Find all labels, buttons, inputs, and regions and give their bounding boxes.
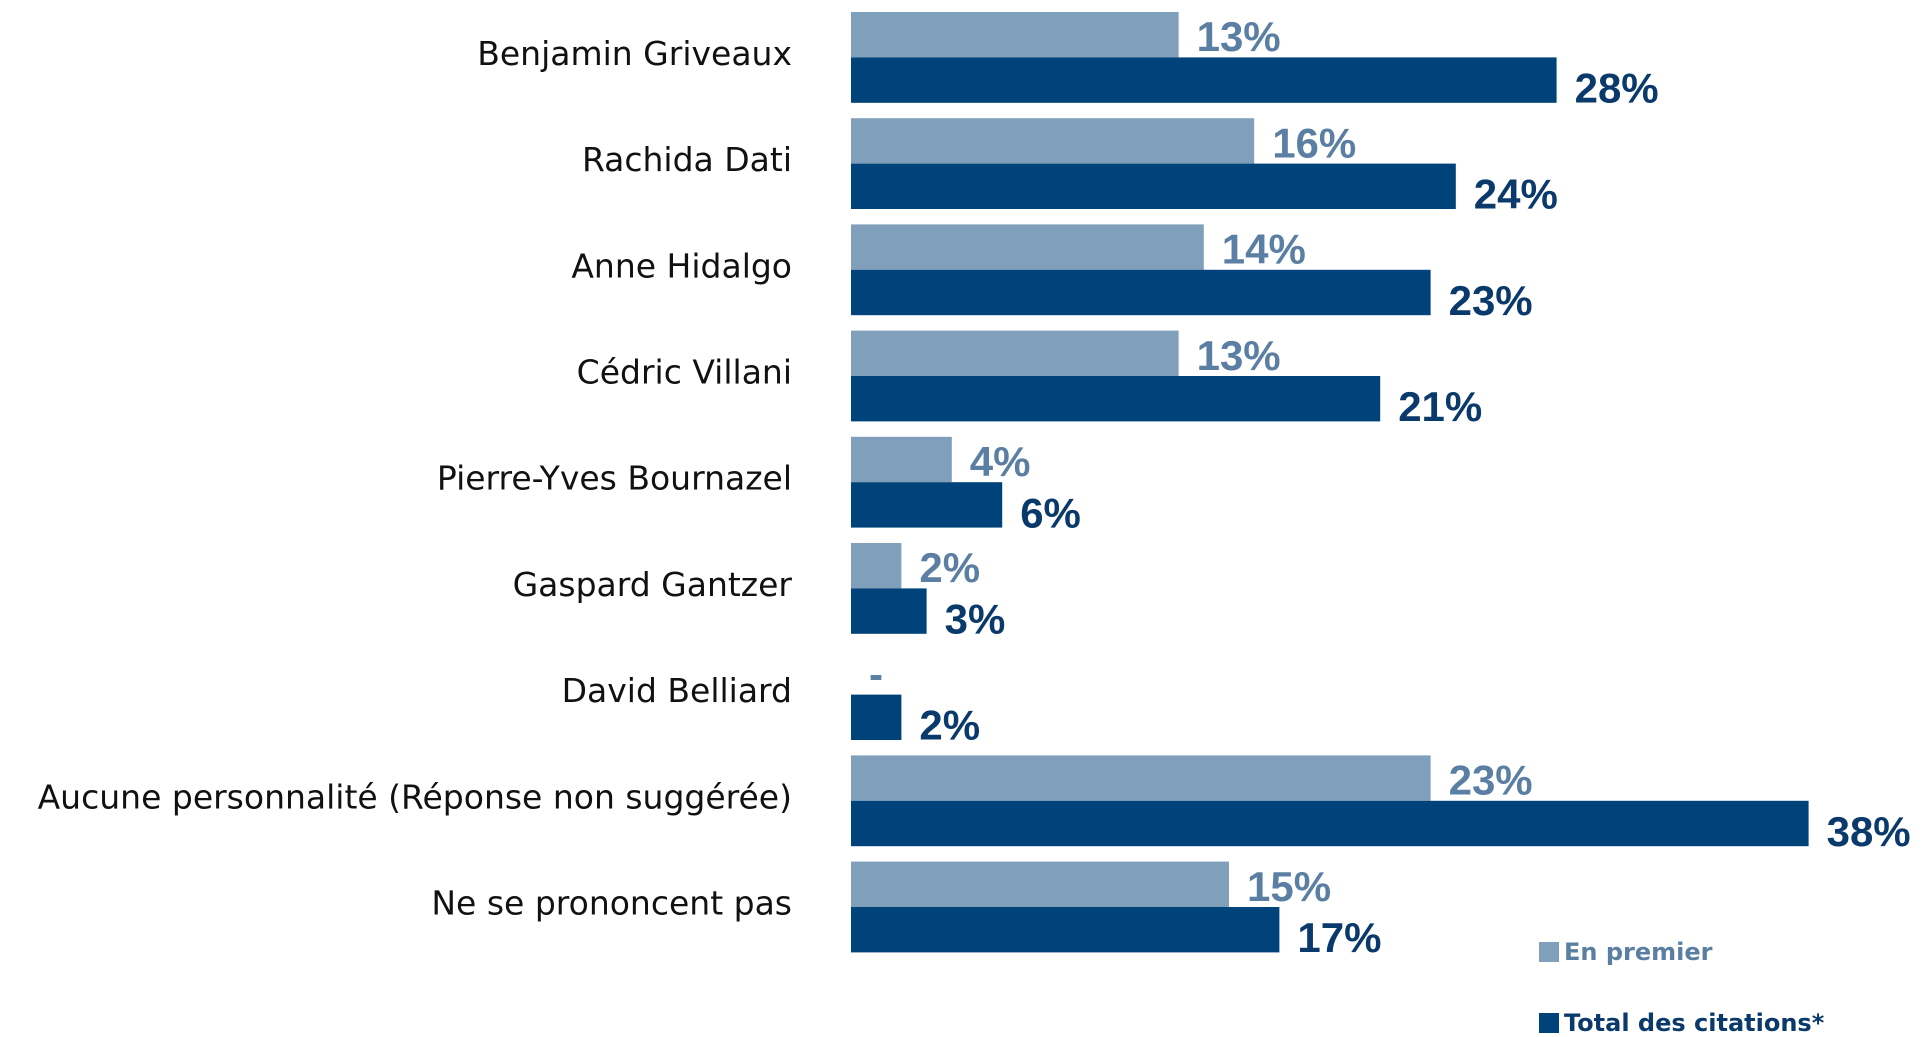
value-label: - <box>869 650 883 697</box>
value-label: 6% <box>1020 489 1081 536</box>
legend-swatch <box>1539 942 1559 962</box>
category-label: Anne Hidalgo <box>571 246 792 285</box>
value-label: 24% <box>1474 171 1558 218</box>
category-label: Benjamin Griveaux <box>477 34 792 73</box>
value-label: 21% <box>1398 383 1482 430</box>
category-label: Gaspard Gantzer <box>513 565 793 604</box>
bar <box>851 118 1255 164</box>
value-label: 16% <box>1272 119 1356 166</box>
category-label: Cédric Villani <box>577 353 792 392</box>
bar <box>851 800 1809 847</box>
value-label: 23% <box>1449 277 1533 324</box>
value-label: 2% <box>919 702 980 749</box>
value-label: 28% <box>1575 65 1659 112</box>
bar <box>851 330 1179 376</box>
category-label: Rachida Dati <box>582 140 792 179</box>
legend-label: En premier <box>1564 938 1713 966</box>
bar <box>851 907 1280 953</box>
category-label: Pierre-Yves Bournazel <box>437 459 792 498</box>
bar <box>851 588 927 634</box>
legend-label: Total des citations* <box>1564 1009 1825 1037</box>
bar <box>851 482 1003 528</box>
value-label: 23% <box>1449 757 1533 804</box>
bar <box>851 694 902 740</box>
value-label: 2% <box>919 544 980 591</box>
value-label: 13% <box>1197 13 1281 60</box>
bar <box>851 12 1179 58</box>
value-label: 13% <box>1197 332 1281 379</box>
bar <box>851 376 1381 422</box>
bar <box>851 224 1204 270</box>
bar <box>851 543 902 589</box>
category-label: David Belliard <box>562 671 792 710</box>
value-label: 4% <box>970 438 1031 485</box>
category-label: Aucune personnalité (Réponse non suggéré… <box>38 777 792 816</box>
bar <box>851 163 1456 209</box>
legend-swatch <box>1539 1013 1559 1033</box>
value-label: 14% <box>1222 226 1306 273</box>
value-label: 38% <box>1827 808 1911 855</box>
value-label: 15% <box>1247 863 1331 910</box>
bar <box>851 436 952 483</box>
bar <box>851 755 1431 801</box>
category-label: Ne se prononcent pas <box>431 884 792 923</box>
bar <box>851 861 1229 907</box>
bar <box>851 269 1431 316</box>
bar <box>851 57 1557 103</box>
value-label: 17% <box>1297 914 1381 961</box>
value-label: 3% <box>945 596 1006 643</box>
